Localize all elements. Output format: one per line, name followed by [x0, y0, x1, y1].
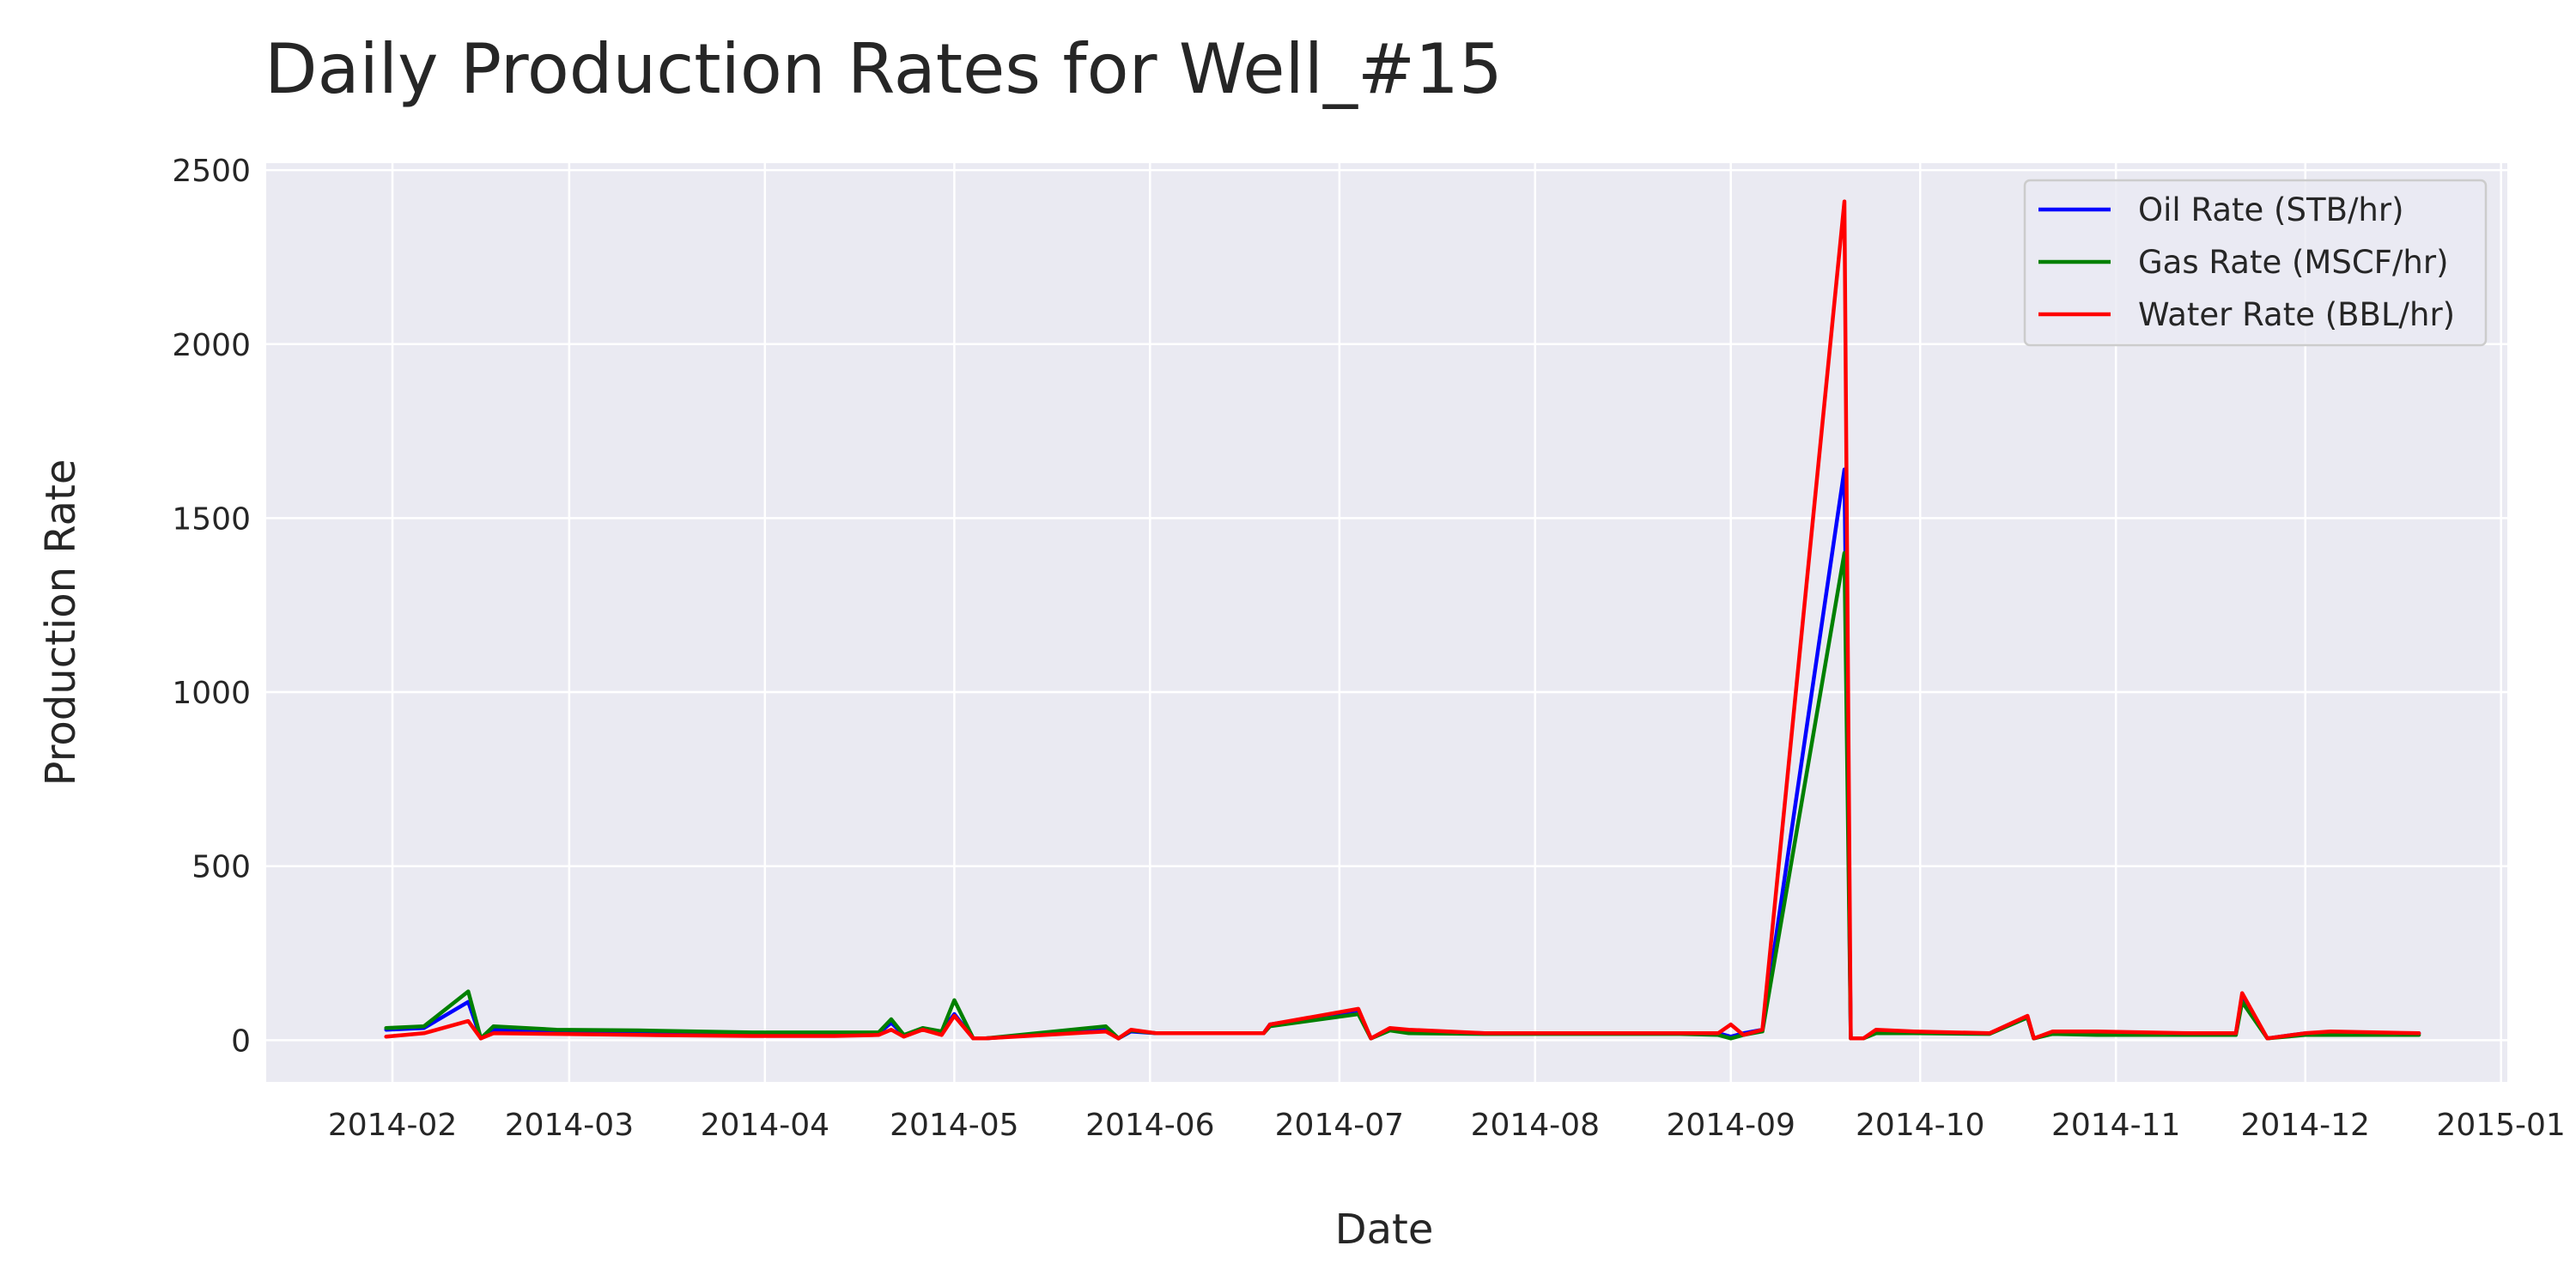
x-tick-label: 2014-04 [701, 1108, 829, 1143]
chart-legend: Oil Rate (STB/hr) Gas Rate (MSCF/hr) Water… [2023, 179, 2488, 347]
x-tick-label: 2014-10 [1856, 1108, 1984, 1143]
x-tick-label: 2014-05 [890, 1108, 1018, 1143]
series-line [384, 199, 2421, 1041]
x-tick-label: 2014-11 [2051, 1108, 2180, 1143]
x-tick-label: 2014-06 [1085, 1108, 1214, 1143]
x-tick-label: 2014-09 [1666, 1108, 1795, 1143]
y-tick-label: 2000 [172, 328, 251, 363]
series-lines [384, 199, 2421, 1041]
x-tick-labels: 2014-02 2014-03 2014-04 2014-05 2014-06 2014-… [328, 1108, 2566, 1143]
y-tick-label: 500 [191, 850, 251, 885]
x-tick-label: 2014-08 [1471, 1108, 1600, 1143]
legend-label: Gas Rate (MSCF/hr) [2138, 244, 2449, 281]
chart-title: Daily Production Rates for Well_#15 [264, 29, 1503, 109]
x-tick-label: 2014-07 [1275, 1108, 1404, 1143]
legend-label: Oil Rate (STB/hr) [2138, 191, 2404, 228]
y-tick-label: 1000 [172, 676, 251, 711]
y-tick-labels: 0 500 1000 1500 2000 2500 [172, 154, 251, 1059]
y-gridlines [266, 168, 2507, 1042]
x-tick-label: 2015-01 [2436, 1108, 2565, 1143]
x-tick-label: 2014-03 [505, 1108, 634, 1143]
y-tick-label: 0 [231, 1024, 251, 1059]
legend-label: Water Rate (BBL/hr) [2138, 296, 2455, 333]
legend-box [2023, 179, 2488, 347]
x-tick-label: 2014-12 [2241, 1108, 2370, 1143]
y-axis-label: Production Rate [37, 459, 85, 787]
y-tick-label: 2500 [172, 154, 251, 189]
y-tick-label: 1500 [172, 501, 251, 537]
x-axis-label: Date [1335, 1206, 1434, 1254]
x-tick-label: 2014-02 [328, 1108, 457, 1143]
x-gridlines [391, 163, 2502, 1082]
